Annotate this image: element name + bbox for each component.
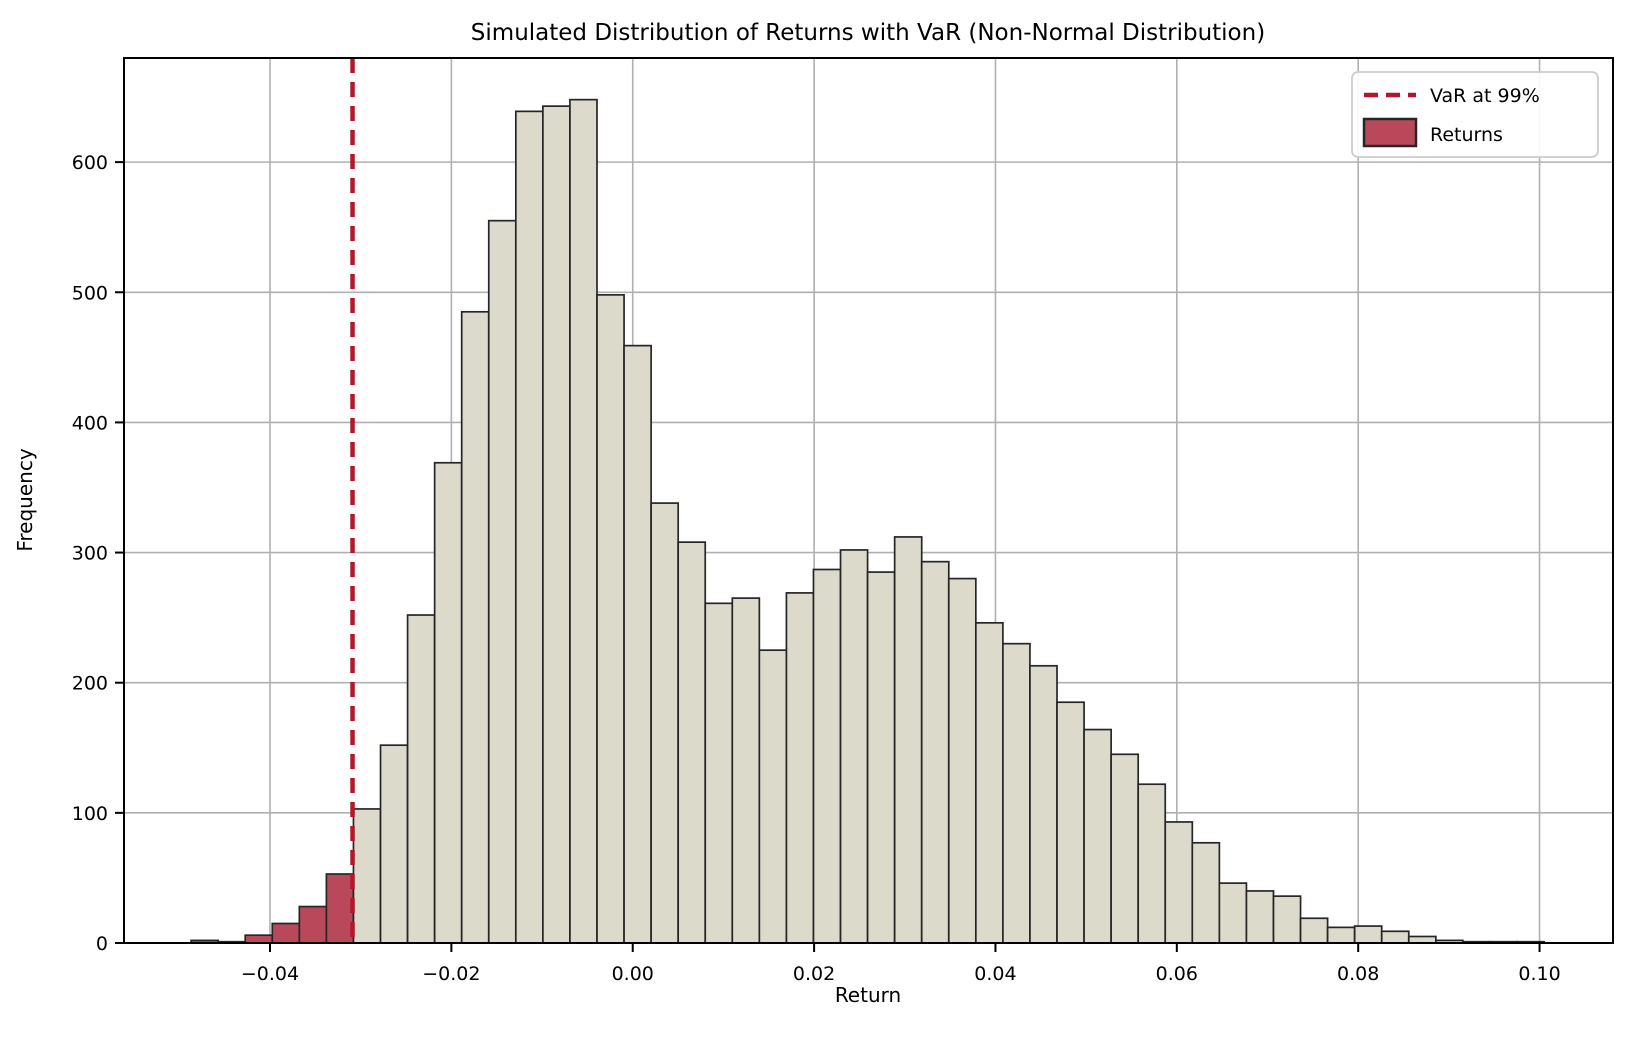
histogram-bar (1083, 728, 1112, 944)
histogram-bar (785, 592, 815, 944)
histogram-bar (974, 621, 1004, 944)
y-axis-label: Frequency (13, 448, 37, 551)
histogram-bar (1056, 701, 1085, 944)
histogram-bar (1164, 821, 1194, 944)
histogram-bar-tail (271, 922, 301, 944)
histogram-bar (650, 502, 680, 944)
legend-returns-swatch (1362, 117, 1418, 148)
histogram-bar (514, 110, 544, 944)
histogram-bar (1029, 664, 1058, 944)
histogram-bar (352, 808, 382, 944)
histogram-bar (758, 649, 788, 944)
histogram-bar (460, 310, 490, 944)
histogram-bar-tail (244, 934, 274, 944)
histogram-bar-tail (325, 873, 355, 944)
histogram-bar (1137, 783, 1167, 944)
chart-title: Simulated Distribution of Returns with V… (471, 20, 1265, 46)
y-tick-label: 400 (72, 412, 108, 434)
histogram-bar (623, 344, 652, 944)
histogram-bar (569, 98, 598, 944)
histogram-bar (947, 577, 977, 944)
histogram-bar (731, 597, 761, 944)
histogram-bar (1002, 642, 1031, 944)
histogram-bar (1245, 890, 1275, 944)
histogram-bar (704, 602, 734, 944)
histogram-bar (893, 536, 923, 944)
histogram-bar (542, 105, 571, 944)
y-tick-label: 0 (96, 933, 108, 955)
x-tick-label: −0.04 (241, 963, 299, 985)
histogram-bar (677, 541, 707, 944)
legend-returns-label: Returns (1430, 124, 1503, 146)
x-tick-label: 0.00 (612, 963, 654, 985)
legend: VaR at 99% Returns (1351, 71, 1599, 158)
histogram-bar (1272, 895, 1302, 944)
axes-spines (123, 57, 1614, 944)
histogram-bar (406, 614, 436, 944)
histogram-bar (1299, 917, 1329, 944)
y-tick-label: 100 (72, 803, 108, 825)
histogram-bar (379, 744, 409, 944)
histogram-bar (1326, 926, 1356, 944)
x-tick-label: 0.10 (1518, 963, 1560, 985)
x-tick-label: 0.04 (974, 963, 1016, 985)
histogram-bar-tail (298, 905, 328, 944)
histogram-bar (1353, 925, 1383, 944)
histogram-bar (920, 560, 950, 944)
y-tick-label: 600 (72, 152, 108, 174)
histogram-bar (487, 219, 517, 944)
histogram-bar (1380, 930, 1410, 944)
x-tick-label: −0.02 (422, 963, 480, 985)
y-tick-label: 300 (72, 543, 108, 565)
histogram-bar (839, 549, 869, 944)
y-tick-label: 500 (72, 282, 108, 304)
histogram-bar (866, 571, 896, 944)
plot-area: −0.04 −0.02 0.00 0.02 0.04 0.06 0.08 0.10 0 100 20… (72, 57, 1614, 985)
histogram-bar (1191, 841, 1221, 944)
histogram-bar (1218, 882, 1248, 944)
histogram-bar (812, 568, 842, 944)
x-axis-label: Return (835, 983, 901, 1007)
histogram-bar (433, 461, 463, 944)
y-tick-label: 200 (72, 673, 108, 695)
histogram-bar (596, 294, 625, 944)
x-tick-label: 0.08 (1337, 963, 1379, 985)
x-tick-label: 0.02 (793, 963, 835, 985)
legend-var-label: VaR at 99% (1430, 85, 1540, 107)
histogram-bar (1110, 753, 1140, 944)
x-tick-label: 0.06 (1156, 963, 1198, 985)
